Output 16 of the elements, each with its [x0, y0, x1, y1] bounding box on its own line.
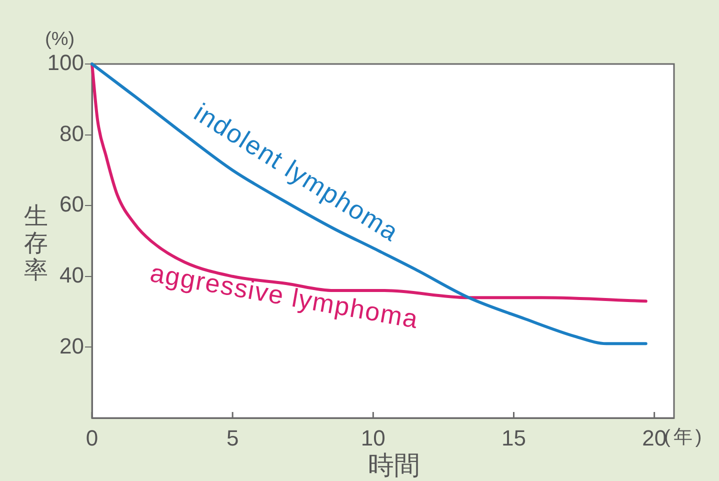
y-tick-label: 60: [60, 192, 84, 217]
x-axis-title: 時間: [368, 451, 420, 481]
x-tick-label: 0: [86, 425, 98, 450]
text: (年): [664, 427, 705, 448]
y-tick-label: 20: [60, 333, 84, 358]
y-tick-label: 80: [60, 120, 84, 146]
x-tick-label: 15: [501, 425, 526, 450]
text: aggressive lymphoma: [148, 257, 421, 334]
text: (%): [45, 29, 75, 50]
x-tick-label: 10: [360, 425, 386, 450]
y-tick-label: 40: [60, 262, 84, 288]
x-tick-label: 20: [642, 425, 667, 450]
y-tick-label: 100: [47, 50, 84, 76]
line-series: [90, 62, 648, 346]
y-axis-title: 生存率: [24, 202, 49, 284]
x-tick-label: 5: [226, 425, 239, 450]
